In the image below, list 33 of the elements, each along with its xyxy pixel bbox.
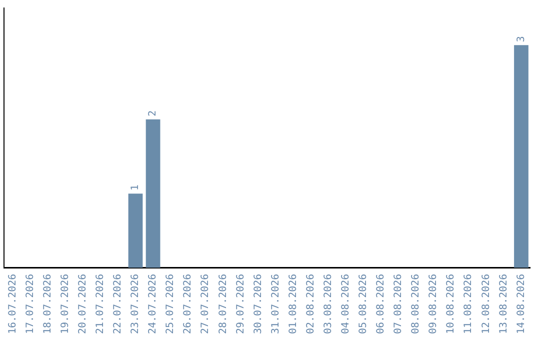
- x-tick-label: 09.08.2026: [428, 274, 440, 334]
- x-tick-label: 10.08.2026: [446, 274, 457, 334]
- data-label: 1: [130, 184, 142, 191]
- x-tick-label: 17.07.2026: [24, 274, 36, 334]
- x-tick-label: 23.07.2026: [130, 274, 142, 334]
- x-tick-label: 30.07.2026: [252, 274, 264, 334]
- x-tick-label: 12.08.2026: [480, 274, 492, 334]
- x-tick-label: 03.08.2026: [322, 274, 334, 334]
- x-tick-label: 11.08.2026: [463, 274, 474, 334]
- x-tick-label: 24.07.2026: [148, 274, 159, 334]
- x-tick-label: 06.08.2026: [376, 274, 387, 334]
- x-tick-label: 26.07.2026: [182, 274, 194, 334]
- x-tick-label: 18.07.2026: [42, 274, 54, 334]
- x-tick-label: 31.07.2026: [270, 274, 282, 334]
- x-tick-label: 14.08.2026: [516, 274, 527, 334]
- x-tick-label: 16.07.2026: [7, 274, 18, 334]
- x-tick-label: 02.08.2026: [305, 274, 316, 334]
- data-label: 2: [148, 110, 159, 116]
- x-tick-label: 27.07.2026: [200, 274, 212, 334]
- x-tick-label: 25.07.2026: [165, 274, 176, 334]
- x-tick-label: 20.07.2026: [77, 274, 88, 334]
- x-tick-label: 08.08.2026: [410, 274, 422, 334]
- x-tick-label: 19.07.2026: [60, 274, 71, 334]
- x-tick-label: 04.08.2026: [340, 274, 352, 334]
- x-tick-label: 22.07.2026: [112, 274, 124, 334]
- x-tick-label: 29.07.2026: [235, 274, 246, 334]
- data-label: 3: [516, 36, 527, 42]
- x-tick-label: 21.07.2026: [95, 274, 106, 334]
- x-tick-label: 05.08.2026: [358, 274, 370, 334]
- x-tick-label: 01.08.2026: [288, 274, 299, 334]
- x-tick-label: 13.08.2026: [498, 274, 510, 334]
- x-tick-label: 28.07.2026: [218, 274, 229, 334]
- x-tick-label: 07.08.2026: [393, 274, 404, 334]
